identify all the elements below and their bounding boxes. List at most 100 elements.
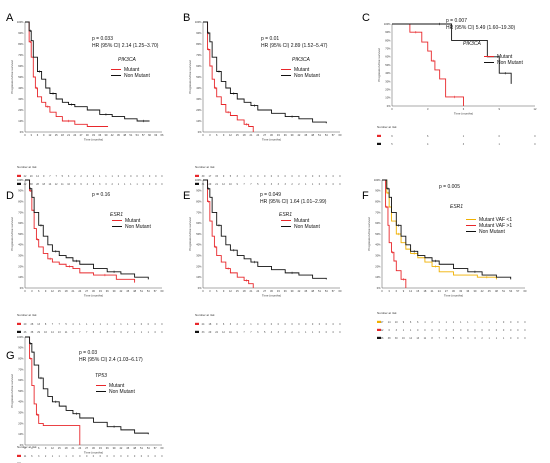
risk-count: 46 — [381, 337, 384, 340]
risk-row-color-key — [377, 134, 381, 137]
risk-row-color-key — [17, 454, 21, 457]
risk-count: 3 — [285, 183, 287, 186]
risk-count: 0 — [524, 321, 526, 324]
x-axis-label: Time (months) — [84, 138, 103, 142]
risk-count: 6 — [223, 323, 225, 326]
risk-count: 1 — [120, 323, 122, 326]
risk-count: 3 — [285, 331, 287, 334]
x-tick-label: 33 — [99, 446, 102, 450]
x-tick-label: 60 — [524, 289, 527, 293]
x-tick-label: 3 — [209, 133, 211, 137]
risk-count: 5 — [264, 331, 266, 334]
x-tick-label: 57 — [154, 289, 157, 293]
risk-count: 11 — [61, 183, 64, 186]
risk-count: 1 — [93, 323, 95, 326]
risk-count: 4 — [72, 323, 74, 326]
risk-count: 1 — [503, 337, 505, 340]
x-tick-label: 51 — [318, 133, 321, 137]
y-tick-label: 30% — [196, 254, 202, 258]
risk-count: 3 — [105, 183, 107, 186]
y-tick-label: 40% — [18, 86, 24, 90]
x-tick-label: 9 — [223, 133, 225, 137]
risk-count: 0 — [271, 323, 273, 326]
risk-count: 12 — [222, 331, 225, 334]
x-tick-label: 6 — [216, 133, 218, 137]
x-tick-label: 12 — [534, 107, 537, 111]
gene-label: PIK3CA — [118, 57, 136, 63]
risk-count: 28 — [36, 183, 39, 186]
p-value-text: p = 0.007 — [446, 18, 467, 24]
risk-count: 4 — [264, 183, 266, 186]
risk-count: 10 — [67, 183, 70, 186]
x-tick-label: 42 — [111, 133, 114, 137]
survival-curve-mutant-vaf-1 — [382, 179, 497, 280]
risk-count: 28 — [30, 323, 33, 326]
risk-row-color-key — [17, 330, 21, 333]
risk-count: 1 — [446, 321, 448, 324]
x-tick-label: 9 — [223, 289, 225, 293]
risk-count: 2 — [237, 323, 239, 326]
y-tick-label: 70% — [18, 53, 24, 57]
x-tick-label: 39 — [291, 133, 294, 137]
risk-count: 11 — [24, 455, 27, 458]
legend-label: Non Mutant — [125, 224, 151, 230]
survival-curve-mutant — [203, 179, 254, 288]
risk-count: 0 — [467, 329, 469, 332]
risk-count: 7 — [52, 323, 54, 326]
y-tick-label: 0% — [20, 286, 24, 290]
risk-count: 13 — [416, 337, 419, 340]
risk-count: 9 — [237, 183, 239, 186]
risk-row-color-key — [195, 182, 199, 185]
survival-curve-non-mutant — [203, 179, 327, 280]
risk-count: 0 — [161, 331, 163, 334]
risk-count: 12 — [222, 183, 225, 186]
risk-count: 1 — [496, 337, 498, 340]
x-tick-label: 39 — [113, 446, 116, 450]
x-tick-label: 18 — [423, 289, 426, 293]
risk-count: 0 — [127, 455, 129, 458]
hazard-ratio-text: HR (95% CI) 2.89 (1.52–5.47) — [261, 43, 328, 49]
x-tick-label: 45 — [304, 289, 307, 293]
risk-count: 0 — [510, 337, 512, 340]
x-tick-label: 0 — [202, 133, 204, 137]
risk-count: 29 — [208, 183, 211, 186]
y-tick-label: 50% — [196, 232, 202, 236]
risk-count: 0 — [496, 329, 498, 332]
risk-count: 2 — [74, 175, 76, 178]
risk-count: 0 — [154, 455, 156, 458]
risk-count: 0 — [332, 331, 334, 334]
risk-count: 3 — [93, 183, 95, 186]
risk-count: 3 — [113, 331, 115, 334]
risk-count: 8 — [431, 337, 433, 340]
y-tick-label: 40% — [375, 243, 381, 247]
y-tick-label: 20% — [196, 264, 202, 268]
x-tick-label: 21 — [72, 446, 75, 450]
risk-count: 1 — [111, 175, 113, 178]
y-tick-label: 60% — [375, 221, 381, 225]
x-tick-label: 3 — [209, 289, 211, 293]
risk-count: 3 — [230, 323, 232, 326]
risk-count: 0 — [424, 329, 426, 332]
x-tick-label: 54 — [147, 446, 150, 450]
risk-count: 0 — [524, 329, 526, 332]
x-tick-label: 57 — [154, 446, 157, 450]
x-tick-label: 15 — [58, 289, 61, 293]
risk-count: 6 — [257, 331, 259, 334]
y-tick-label: 30% — [385, 79, 391, 83]
risk-count: 0 — [291, 323, 293, 326]
x-tick-label: 21 — [72, 289, 75, 293]
risk-count: 0 — [291, 175, 293, 178]
x-tick-label: 27 — [85, 446, 88, 450]
risk-count: 14 — [409, 337, 412, 340]
y-tick-label: 80% — [196, 200, 202, 204]
risk-count: 0 — [148, 455, 150, 458]
gene-label: ESR1 — [450, 204, 463, 210]
risk-count: 3 — [38, 455, 40, 458]
x-tick-label: 24 — [256, 133, 259, 137]
x-tick-label: 12 — [409, 289, 412, 293]
risk-count: 13 — [58, 331, 61, 334]
legend-label: Non Mutant — [497, 60, 523, 66]
survival-curve-non-mutant — [25, 179, 149, 280]
risk-count: 0 — [143, 175, 145, 178]
panel-letter: C — [362, 12, 370, 24]
